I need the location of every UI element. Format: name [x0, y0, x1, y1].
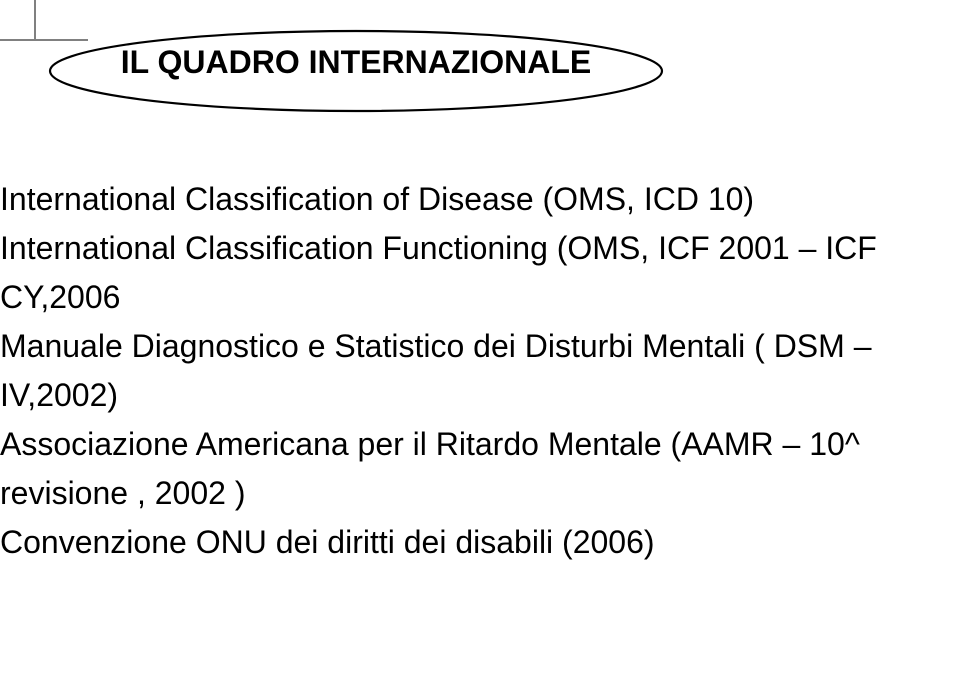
body-text: International Classification of Disease … [0, 175, 939, 567]
slide-title: IL QUADRO INTERNAZIONALE [121, 44, 592, 81]
body-line-8: Convenzione ONU dei diritti dei disabili… [0, 518, 939, 567]
body-line-3: CY,2006 [0, 273, 939, 322]
body-line-5: IV,2002) [0, 371, 939, 420]
title-container: IL QUADRO INTERNAZIONALE [46, 22, 666, 102]
body-line-6: Associazione Americana per il Ritardo Me… [0, 420, 939, 469]
slide: IL QUADRO INTERNAZIONALE International C… [0, 0, 959, 677]
body-line-1: International Classification of Disease … [0, 175, 939, 224]
body-line-2: International Classification Functioning… [0, 224, 939, 273]
body-line-4: Manuale Diagnostico e Statistico dei Dis… [0, 322, 939, 371]
body-line-7: revisione , 2002 ) [0, 469, 939, 518]
